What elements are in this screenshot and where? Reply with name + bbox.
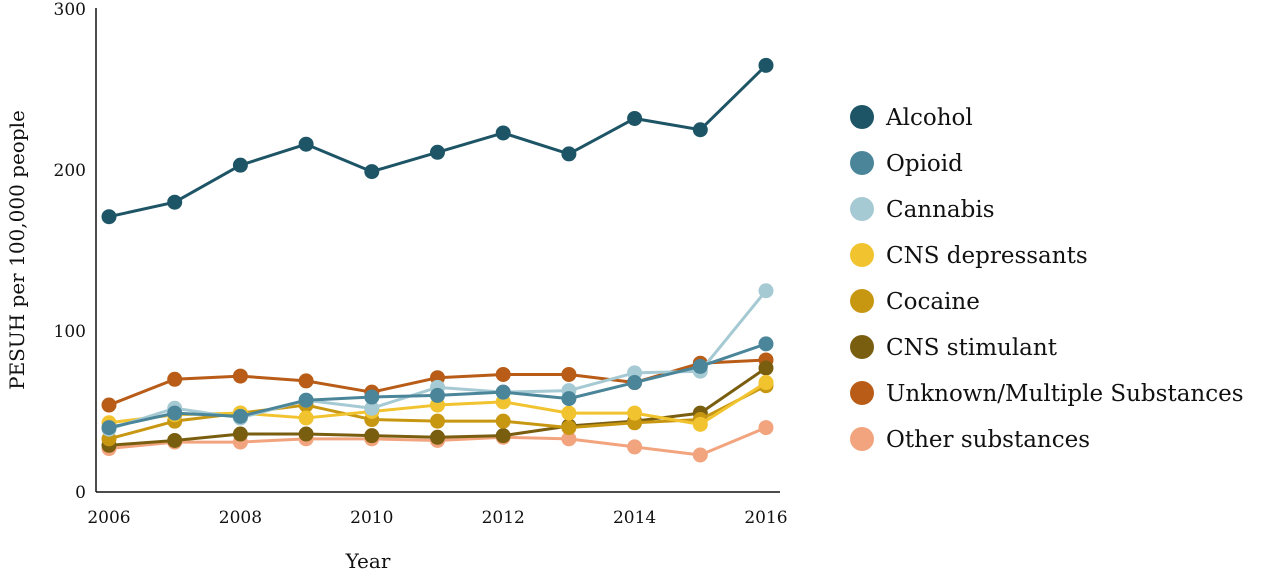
data-point (758, 57, 774, 73)
legend-marker (850, 243, 874, 267)
data-point (101, 397, 117, 413)
legend-marker (850, 151, 874, 175)
legend-label: CNS depressants (886, 243, 1088, 269)
data-point (232, 157, 248, 173)
legend-item: Alcohol (850, 105, 973, 131)
legend-item: CNS stimulant (850, 335, 1058, 361)
data-point (758, 360, 774, 376)
data-point (495, 366, 511, 382)
legend-item: CNS depressants (850, 243, 1088, 269)
series-layer (101, 57, 774, 463)
data-point (364, 400, 380, 416)
x-tick-label: 2008 (219, 508, 262, 528)
data-point (298, 426, 314, 442)
data-point (364, 389, 380, 405)
data-point (298, 410, 314, 426)
data-point (167, 371, 183, 387)
data-point (495, 384, 511, 400)
data-point (298, 136, 314, 152)
legend-label: Unknown/Multiple Substances (886, 381, 1244, 407)
data-point (692, 447, 708, 463)
axes (95, 8, 780, 493)
data-point (232, 368, 248, 384)
legend-label: Cocaine (886, 289, 980, 315)
data-point (298, 392, 314, 408)
data-point (692, 358, 708, 374)
series-alcohol (101, 57, 774, 225)
x-tick-label: 2010 (350, 508, 393, 528)
legend-item: Cocaine (850, 289, 980, 315)
legend-item: Cannabis (850, 197, 995, 223)
data-point (561, 366, 577, 382)
x-tick-label: 2006 (87, 508, 130, 528)
x-tick-label: 2016 (744, 508, 787, 528)
legend-marker (850, 197, 874, 221)
data-point (758, 420, 774, 436)
data-point (561, 405, 577, 421)
data-point (101, 209, 117, 225)
data-point (627, 439, 643, 455)
data-point (101, 420, 117, 436)
legend-item: Opioid (850, 151, 963, 177)
legend-label: Alcohol (885, 105, 973, 131)
y-tick-label: 300 (54, 0, 86, 20)
x-tick-label: 2012 (482, 508, 525, 528)
legend-label: Cannabis (886, 197, 995, 223)
data-point (232, 426, 248, 442)
data-point (430, 429, 445, 445)
y-axis-title: PESUH per 100,000 people (5, 110, 29, 390)
data-point (627, 110, 643, 126)
data-point (758, 375, 774, 391)
series-opioid (101, 336, 774, 436)
data-point (167, 432, 183, 448)
data-point (495, 125, 511, 141)
y-tick-label: 100 (54, 322, 86, 342)
data-point (561, 146, 577, 162)
data-point (692, 122, 708, 138)
x-tick-labels: 2006 2008 2010 2012 2014 2016 (87, 508, 787, 528)
data-point (561, 431, 577, 447)
data-point (167, 405, 183, 421)
data-point (627, 375, 643, 391)
data-point (692, 416, 708, 432)
data-point (495, 428, 511, 444)
y-tick-label: 0 (75, 483, 86, 503)
x-tick-label: 2014 (613, 508, 656, 528)
data-point (430, 144, 445, 160)
data-point (495, 413, 511, 429)
data-point (758, 283, 774, 299)
y-tick-labels: 0 100 200 300 (54, 0, 86, 503)
legend-marker (850, 289, 874, 313)
legend-item: Unknown/Multiple Substances (850, 381, 1244, 407)
data-point (561, 391, 577, 407)
legend-marker (850, 335, 874, 359)
data-point (364, 164, 380, 180)
series-line (108, 64, 768, 219)
y-tick-label: 200 (54, 161, 86, 181)
legend-item: Other substances (850, 427, 1090, 453)
data-point (758, 336, 774, 352)
data-point (561, 420, 577, 436)
data-point (430, 413, 445, 429)
legend-label: CNS stimulant (886, 335, 1058, 361)
data-point (232, 408, 248, 424)
legend-label: Other substances (886, 427, 1090, 453)
legend-label: Opioid (886, 151, 963, 177)
data-point (364, 428, 380, 444)
legend: Alcohol Opioid Cannabis CNS depressants Coca… (850, 105, 1244, 453)
data-point (627, 405, 643, 421)
data-point (430, 387, 445, 403)
legend-marker (850, 427, 874, 451)
data-point (167, 194, 183, 210)
data-point (298, 373, 314, 389)
x-axis-title: Year (345, 549, 391, 573)
legend-marker (850, 381, 874, 405)
legend-marker (850, 105, 874, 129)
